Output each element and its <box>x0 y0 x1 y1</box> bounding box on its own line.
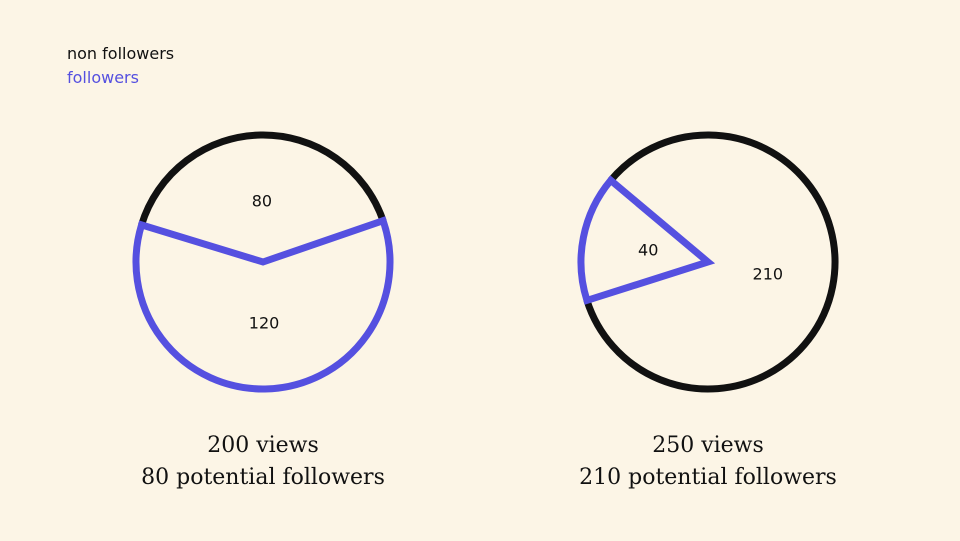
pie-slice-label: 120 <box>249 313 280 332</box>
pie-slice-non-followers <box>138 131 387 226</box>
chart-caption-line: 80 potential followers <box>141 465 385 490</box>
chart-caption-line: 200 views <box>207 433 319 458</box>
chart-caption-line: 250 views <box>652 433 764 458</box>
chart-caption-line: 210 potential followers <box>579 465 837 490</box>
pie-slice-label: 40 <box>638 241 658 260</box>
legend-item-followers: followers <box>67 68 139 87</box>
legend-item-non-followers: non followers <box>67 44 175 63</box>
pie-slice-non-followers <box>583 131 839 393</box>
pie-chart-1: 120 80 200 views 80 potential followers <box>132 131 394 490</box>
pie-slice-followers <box>132 216 394 393</box>
legend: non followers followers <box>67 42 174 90</box>
pie-chart-2: 40 210 250 views 210 potential followers <box>577 131 839 490</box>
pie-slice-label: 210 <box>753 264 784 283</box>
pie-slice-followers <box>577 175 716 305</box>
pie-slice-label: 80 <box>252 192 272 211</box>
